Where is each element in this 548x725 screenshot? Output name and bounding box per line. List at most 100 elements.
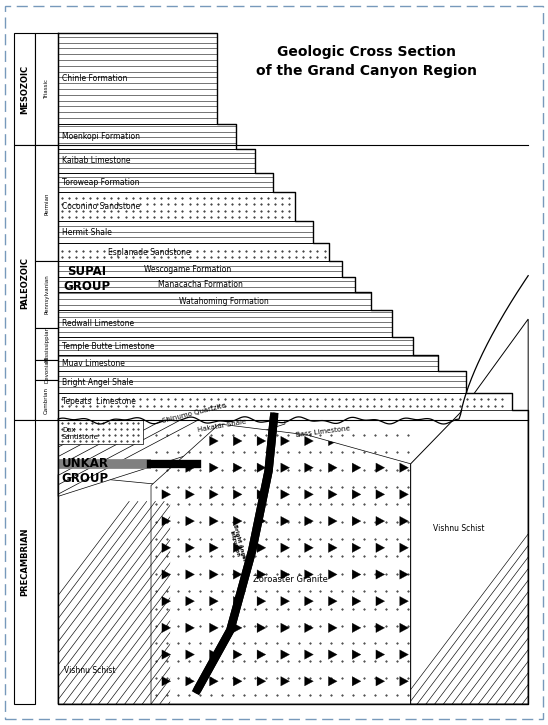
Polygon shape: [376, 436, 385, 446]
Polygon shape: [186, 650, 195, 659]
Text: Bass Limestone: Bass Limestone: [296, 426, 351, 439]
Bar: [14, 420, 35, 704]
Polygon shape: [162, 624, 170, 633]
Text: Coconino Sandstone: Coconino Sandstone: [62, 202, 140, 212]
Polygon shape: [58, 277, 355, 292]
Polygon shape: [233, 543, 242, 552]
Polygon shape: [257, 650, 266, 659]
Polygon shape: [257, 463, 266, 473]
Polygon shape: [58, 192, 295, 221]
Bar: [14, 33, 35, 146]
Polygon shape: [58, 310, 391, 337]
Polygon shape: [399, 436, 408, 446]
Text: Manacacha Formation: Manacacha Formation: [158, 280, 242, 289]
Polygon shape: [58, 173, 273, 192]
Polygon shape: [162, 650, 170, 659]
Polygon shape: [305, 676, 313, 686]
Text: Bright Angel Shale: Bright Angel Shale: [62, 378, 133, 386]
Text: Kaibab Limestone: Kaibab Limestone: [62, 157, 130, 165]
Bar: [35, 261, 58, 328]
Text: Permian: Permian: [44, 192, 49, 215]
Polygon shape: [257, 624, 266, 633]
Polygon shape: [305, 624, 313, 633]
Polygon shape: [399, 624, 408, 633]
Text: Redwall Limestone: Redwall Limestone: [62, 319, 134, 328]
Polygon shape: [186, 676, 195, 686]
Text: Bright Angel
Intrusion: Bright Angel Intrusion: [227, 524, 247, 563]
Polygon shape: [58, 33, 216, 124]
Polygon shape: [58, 149, 255, 173]
Text: Triassic: Triassic: [44, 79, 49, 99]
Polygon shape: [328, 650, 337, 659]
Polygon shape: [328, 516, 337, 526]
Text: Tepeats  Limestone: Tepeats Limestone: [62, 397, 136, 406]
Text: Toroweap Formation: Toroweap Formation: [62, 178, 139, 187]
Polygon shape: [328, 676, 337, 686]
Text: Esplanade Sandstone: Esplanade Sandstone: [109, 248, 191, 257]
Polygon shape: [58, 371, 466, 393]
Polygon shape: [58, 355, 438, 371]
Bar: [35, 328, 58, 360]
Polygon shape: [233, 676, 242, 686]
Polygon shape: [257, 597, 266, 606]
Polygon shape: [352, 597, 361, 606]
Text: Moenkopi Formation: Moenkopi Formation: [62, 132, 140, 141]
Polygon shape: [328, 463, 337, 473]
Polygon shape: [257, 676, 266, 686]
Text: MESOZOIC: MESOZOIC: [20, 65, 29, 114]
Polygon shape: [257, 436, 266, 446]
Polygon shape: [376, 570, 385, 579]
Polygon shape: [209, 489, 218, 499]
Polygon shape: [186, 516, 195, 526]
Polygon shape: [257, 543, 266, 552]
Polygon shape: [58, 124, 236, 149]
Bar: [35, 33, 58, 146]
Polygon shape: [376, 676, 385, 686]
Polygon shape: [281, 436, 289, 446]
Polygon shape: [399, 489, 408, 499]
Bar: [14, 146, 35, 420]
Polygon shape: [162, 436, 170, 446]
Text: Chinle Formation: Chinle Formation: [62, 74, 127, 83]
Polygon shape: [186, 436, 195, 446]
Polygon shape: [328, 597, 337, 606]
Polygon shape: [257, 489, 266, 499]
Polygon shape: [399, 516, 408, 526]
Polygon shape: [58, 420, 285, 497]
Polygon shape: [186, 624, 195, 633]
Polygon shape: [399, 463, 408, 473]
Polygon shape: [281, 516, 289, 526]
Polygon shape: [233, 463, 242, 473]
Text: Cambrian: Cambrian: [44, 386, 49, 414]
Polygon shape: [399, 543, 408, 552]
Polygon shape: [151, 424, 410, 704]
Polygon shape: [58, 221, 313, 243]
Text: Hakatar Shale: Hakatar Shale: [197, 419, 247, 434]
Polygon shape: [376, 516, 385, 526]
Bar: [35, 146, 58, 261]
Polygon shape: [399, 676, 408, 686]
Polygon shape: [233, 570, 242, 579]
Polygon shape: [281, 676, 289, 686]
Polygon shape: [399, 650, 408, 659]
Polygon shape: [209, 597, 218, 606]
Text: Shinumo Quartzite: Shinumo Quartzite: [162, 402, 227, 424]
Text: Wescogame Formation: Wescogame Formation: [144, 265, 231, 273]
Polygon shape: [233, 624, 242, 633]
Polygon shape: [352, 570, 361, 579]
Polygon shape: [162, 676, 170, 686]
Polygon shape: [58, 243, 329, 261]
Polygon shape: [305, 543, 313, 552]
Polygon shape: [376, 597, 385, 606]
Text: Hermit Shale: Hermit Shale: [62, 228, 112, 237]
Polygon shape: [281, 543, 289, 552]
Polygon shape: [305, 489, 313, 499]
Polygon shape: [305, 650, 313, 659]
Polygon shape: [305, 516, 313, 526]
Polygon shape: [186, 597, 195, 606]
Polygon shape: [58, 393, 512, 410]
Polygon shape: [233, 516, 242, 526]
Polygon shape: [209, 516, 218, 526]
Text: Devonian: Devonian: [44, 357, 49, 383]
Polygon shape: [281, 624, 289, 633]
